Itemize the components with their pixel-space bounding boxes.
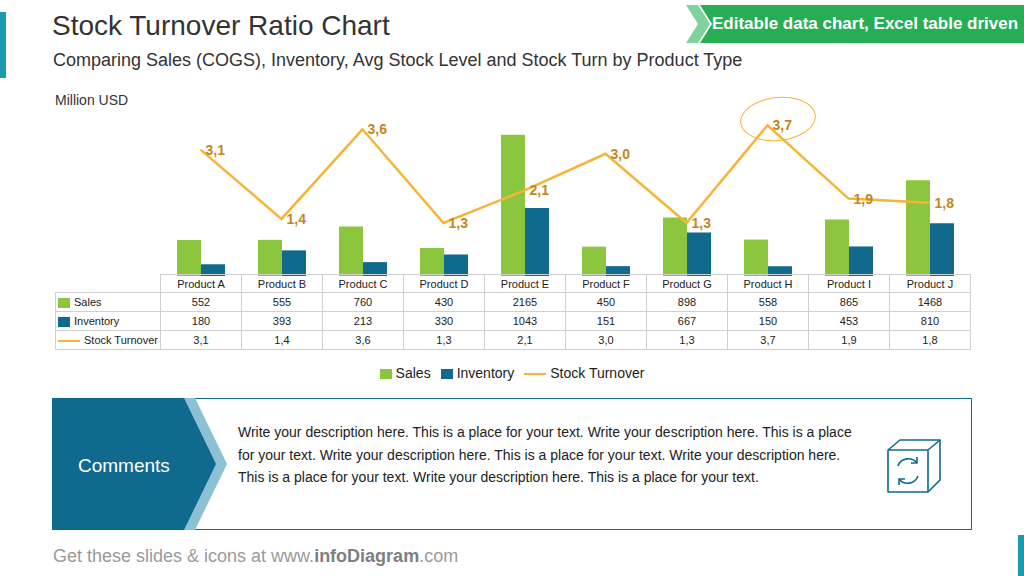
html-text:558: 558 bbox=[758, 296, 778, 308]
html-text:Product C: Product C bbox=[338, 277, 388, 290]
html-text:552: 552 bbox=[191, 296, 211, 308]
html-text:450: 450 bbox=[596, 296, 616, 308]
html-text:Product F: Product F bbox=[582, 277, 630, 290]
html-text:Stock Turnover: Stock Turnover bbox=[84, 334, 158, 346]
html-text:Get these slides & icons at ww: Get these slides & icons at www. infoDia… bbox=[53, 546, 459, 566]
html-text:151: 151 bbox=[596, 315, 616, 327]
html-text:865: 865 bbox=[839, 296, 859, 308]
html-text:Product E: Product E bbox=[500, 277, 550, 290]
html-text:3,6: 3,6 bbox=[355, 334, 371, 346]
html-text:Product A: Product A bbox=[177, 277, 225, 290]
html-text:3,1: 3,1 bbox=[193, 334, 209, 346]
html-text:555: 555 bbox=[272, 296, 292, 308]
html-text:760: 760 bbox=[353, 296, 373, 308]
html-text:3,7: 3,7 bbox=[760, 334, 776, 346]
svg-text:1,9: 1,9 bbox=[854, 191, 874, 207]
html-text:Product D: Product D bbox=[419, 277, 469, 290]
html-text:898: 898 bbox=[677, 296, 697, 308]
html-text:1,9: 1,9 bbox=[841, 334, 857, 346]
html-text:Stock Turnover: Stock Turnover bbox=[550, 365, 645, 381]
html-text:Editable data chart, Excel tab: Editable data chart, Excel table driven bbox=[712, 14, 1019, 33]
svg-text:3,1: 3,1 bbox=[206, 142, 226, 158]
html-text:1468: 1468 bbox=[917, 296, 943, 308]
html-text:Product I: Product I bbox=[827, 277, 871, 290]
svg-text:1,3: 1,3 bbox=[692, 215, 712, 231]
html-text:Inventory: Inventory bbox=[456, 365, 515, 381]
svg-text:1,3: 1,3 bbox=[449, 215, 469, 231]
html-text:453: 453 bbox=[839, 315, 859, 327]
html-text:Write your description here. T: Write your description here. This is a p… bbox=[238, 424, 852, 486]
html-text:1,4: 1,4 bbox=[274, 334, 290, 346]
svg-text:3,6: 3,6 bbox=[368, 121, 388, 137]
html-text:Comments: Comments bbox=[78, 455, 170, 476]
html-text:Stock Turnover Ratio Chart: Stock Turnover Ratio Chart bbox=[52, 10, 390, 41]
svg-text:1,8: 1,8 bbox=[935, 195, 955, 211]
html-text:1,3: 1,3 bbox=[436, 334, 452, 346]
html-text:2165: 2165 bbox=[512, 296, 538, 308]
html-text:393: 393 bbox=[272, 315, 292, 327]
html-text:Million USD: Million USD bbox=[55, 92, 129, 108]
html-text:2,1: 2,1 bbox=[517, 334, 533, 346]
html-text:213: 213 bbox=[353, 315, 373, 327]
html-text:1,8: 1,8 bbox=[922, 334, 938, 346]
html-text:Product J: Product J bbox=[906, 277, 954, 290]
svg-text:2,1: 2,1 bbox=[530, 182, 550, 198]
html-text:1,3: 1,3 bbox=[679, 334, 695, 346]
svg-text:1,4: 1,4 bbox=[287, 211, 307, 227]
html-text:150: 150 bbox=[758, 315, 778, 327]
html-text:Product G: Product G bbox=[662, 277, 712, 290]
html-text:810: 810 bbox=[920, 315, 940, 327]
html-text:1043: 1043 bbox=[512, 315, 538, 327]
svg-text:3,0: 3,0 bbox=[611, 146, 631, 162]
html-text:Inventory: Inventory bbox=[74, 315, 120, 327]
html-text:Sales: Sales bbox=[395, 365, 431, 381]
html-text:Comparing Sales (COGS), Invent: Comparing Sales (COGS), Inventory, Avg S… bbox=[53, 50, 743, 70]
html-text:Product H: Product H bbox=[743, 277, 793, 290]
html-text:430: 430 bbox=[434, 296, 454, 308]
html-text:Product B: Product B bbox=[257, 277, 307, 290]
html-text:330: 330 bbox=[434, 315, 454, 327]
html-text:Sales: Sales bbox=[74, 296, 102, 308]
html-text:3,0: 3,0 bbox=[598, 334, 614, 346]
svg-text:3,7: 3,7 bbox=[773, 117, 793, 133]
html-text:667: 667 bbox=[677, 315, 697, 327]
html-text:180: 180 bbox=[191, 315, 211, 327]
